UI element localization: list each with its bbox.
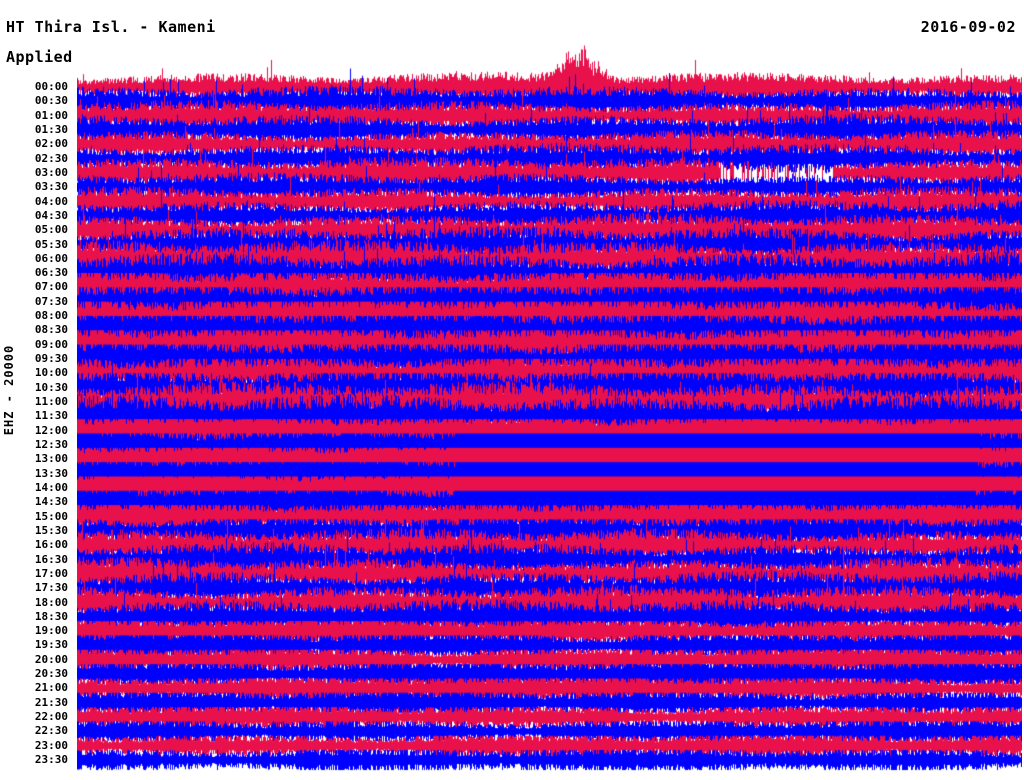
time-tick: 02:00 [34,137,68,151]
time-tick: 13:30 [34,466,68,480]
time-tick: 14:00 [34,480,68,494]
time-tick: 07:30 [34,294,68,308]
time-tick: 19:30 [34,638,68,652]
time-tick: 15:00 [34,509,68,523]
time-tick: 22:00 [34,710,68,724]
time-tick: 09:30 [34,352,68,366]
time-tick: 12:30 [34,438,68,451]
time-tick: 10:30 [34,380,68,394]
time-tick: 18:30 [34,609,68,623]
time-tick: 20:00 [34,652,68,666]
time-tick: 17:00 [34,566,68,580]
time-tick: 07:00 [34,280,68,294]
time-tick: 17:30 [34,581,68,595]
time-tick: 00:30 [34,94,68,108]
time-tick: 11:30 [34,409,68,423]
time-tick: 08:30 [34,323,68,337]
time-tick: 15:30 [34,523,68,537]
time-tick: 06:00 [34,251,68,265]
time-tick: 20:30 [34,667,68,681]
time-tick: 03:00 [34,165,68,179]
time-tick: 11:00 [34,395,68,409]
time-tick: 04:30 [34,208,68,222]
time-tick: 16:00 [34,538,68,552]
station-title: HT Thira Isl. - Kameni [6,18,216,36]
time-tick: 14:30 [34,495,68,509]
time-tick: 13:00 [34,452,68,466]
time-tick: 08:00 [34,309,68,323]
time-tick: 02:30 [34,151,68,165]
time-tick: 05:30 [34,237,68,251]
time-tick: 05:00 [34,223,68,237]
time-tick: 01:30 [34,122,68,136]
helicorder-canvas [77,40,1022,778]
time-tick: 09:00 [34,337,68,351]
time-tick: 23:30 [34,753,68,767]
time-tick: 21:30 [34,695,68,709]
time-tick: 12:00 [34,423,68,437]
time-tick: 22:30 [34,724,68,738]
time-tick: 19:00 [34,624,68,638]
time-tick: 00:00 [34,80,68,93]
helicorder-plot [77,40,1022,778]
time-tick: 01:00 [34,108,68,122]
time-tick: 21:00 [34,681,68,695]
time-tick: 06:30 [34,266,68,280]
time-tick: 10:00 [34,366,68,380]
time-tick: 16:30 [34,552,68,566]
plot-date: 2016-09-02 [920,18,1016,36]
time-axis: 00:00 00:30 01:00 01:30 02:00 02:30 03:00 03:30… [0,80,72,776]
time-tick: 18:00 [34,595,68,609]
time-tick: 23:00 [34,738,68,752]
time-tick: 03:30 [34,180,68,194]
time-tick: 04:00 [34,194,68,208]
